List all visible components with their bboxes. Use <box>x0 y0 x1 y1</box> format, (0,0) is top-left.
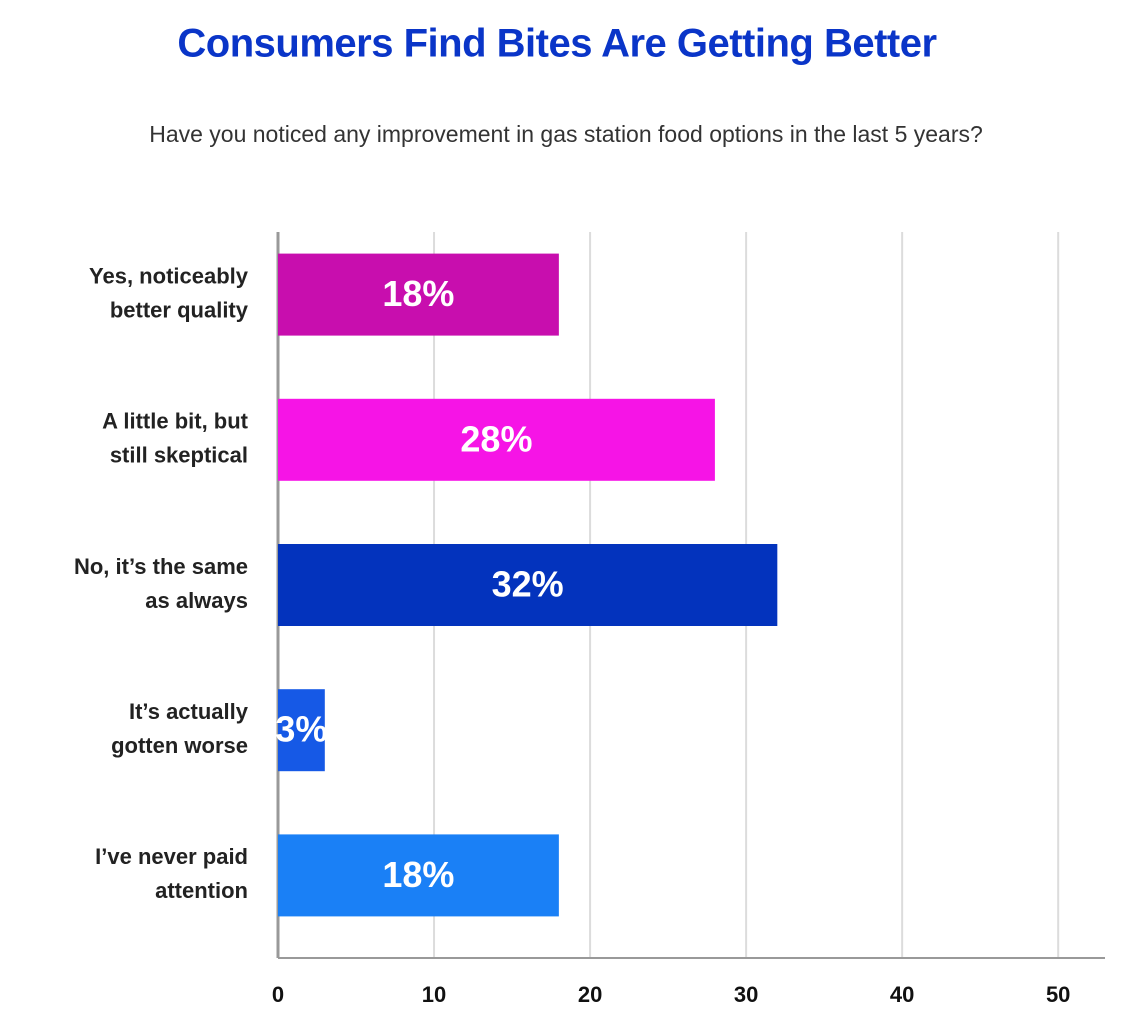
y-tick-label: I’ve never paid <box>95 844 248 869</box>
bar <box>278 398 715 481</box>
value-label: 32% <box>492 564 564 605</box>
chart-title: Consumers Find Bites Are Getting Better <box>177 22 936 66</box>
value-label: 28% <box>460 418 532 459</box>
x-tick-label: 10 <box>422 982 446 1007</box>
value-label: 18% <box>382 273 454 314</box>
x-tick-label: 50 <box>1046 982 1070 1007</box>
x-tick-label: 20 <box>578 982 602 1007</box>
value-label: 18% <box>382 854 454 895</box>
y-tick-label: still skeptical <box>110 443 248 468</box>
value-label: 3% <box>275 709 327 750</box>
bar <box>278 253 559 336</box>
bar <box>278 689 325 772</box>
chart-subtitle: Have you noticed any improvement in gas … <box>149 121 983 147</box>
y-tick-label: Yes, noticeably <box>89 263 249 288</box>
bar <box>278 544 778 626</box>
y-tick-label: attention <box>155 878 248 903</box>
x-tick-label: 30 <box>734 982 758 1007</box>
y-tick-label: better quality <box>110 297 249 322</box>
y-tick-label: It’s actually <box>129 699 249 724</box>
y-tick-label: as always <box>145 588 248 613</box>
y-tick-label: No, it’s the same <box>74 554 248 579</box>
y-tick-label: gotten worse <box>111 733 248 758</box>
x-tick-label: 0 <box>272 982 284 1007</box>
bar <box>278 834 559 917</box>
y-tick-label: A little bit, but <box>102 409 248 434</box>
x-tick-label: 40 <box>890 982 914 1007</box>
